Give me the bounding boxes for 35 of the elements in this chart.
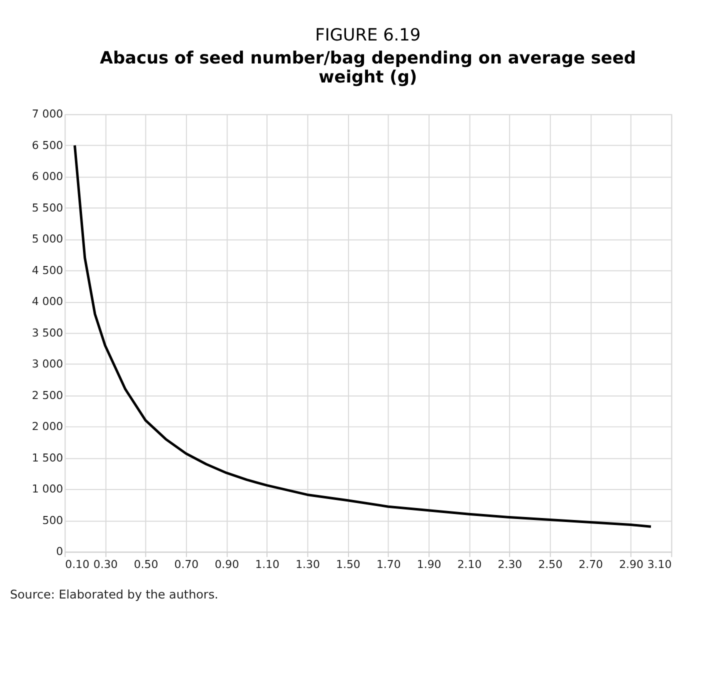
x-tick-label: 1.10 <box>255 558 280 572</box>
source-note: Source: Elaborated by the authors. <box>10 587 218 602</box>
x-tick-label: 2.70 <box>578 558 604 572</box>
x-tick-label: 0.50 <box>134 558 158 572</box>
y-tick-label: 500 <box>42 514 64 527</box>
y-tick-label: 3 500 <box>32 326 64 340</box>
y-tick-label: 2 500 <box>32 388 64 402</box>
y-tick-label: 4 500 <box>32 264 64 277</box>
chart-title: FIGURE 6.19 <box>315 24 421 45</box>
y-tick-label: 1 000 <box>32 482 64 496</box>
y-tick-label: 6 000 <box>32 170 64 184</box>
x-tick-label: 3.10 <box>647 558 672 572</box>
y-tick-label: 1 500 <box>32 451 64 464</box>
y-tick-label: 2 000 <box>32 420 64 434</box>
y-tick-label: 0 <box>56 545 64 558</box>
x-tick-label: 2.90 <box>619 558 644 572</box>
line-series <box>73 144 652 528</box>
y-tick-label: 6 500 <box>32 138 64 152</box>
x-tick-label: 1.30 <box>296 558 320 572</box>
x-tick-label: 0.10 <box>65 558 90 572</box>
x-tick-label: 0.30 <box>93 558 118 572</box>
x-tick-label: 0.90 <box>214 558 240 572</box>
y-tick-label: 5 000 <box>32 232 64 246</box>
y-tick-label: 7 000 <box>32 108 64 121</box>
chart-subtitle: Abacus of seed number/bag depending on average seed weight (g) <box>100 47 636 86</box>
x-tick-label: 1.50 <box>336 558 360 572</box>
x-tick-label: 0.70 <box>174 558 199 572</box>
y-tick-label: 4 000 <box>32 295 64 308</box>
x-tick-label: 1.70 <box>376 558 401 572</box>
y-tick-label: 3 000 <box>32 358 64 371</box>
x-tick-label: 1.90 <box>416 558 442 572</box>
x-tick-label: 2.50 <box>538 558 563 572</box>
x-tick-label: 2.10 <box>457 558 482 572</box>
y-tick-label: 5 500 <box>32 201 64 214</box>
x-tick-label: 2.30 <box>498 558 522 572</box>
